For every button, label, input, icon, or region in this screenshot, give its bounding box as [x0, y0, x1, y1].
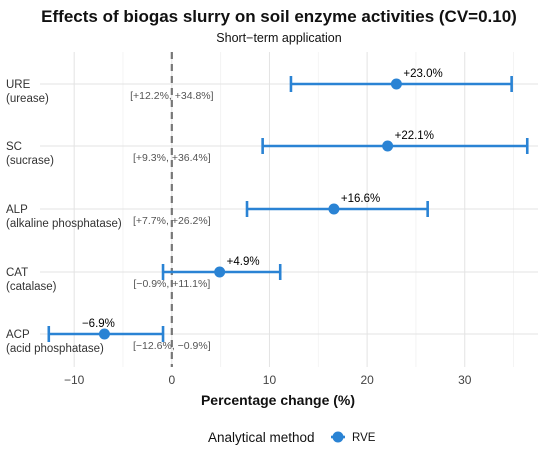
forest-rows: URE (urease) [+12.2%, +34.8%] +23.0% SC (sucr… [6, 68, 529, 355]
estimate-point [328, 203, 340, 215]
category-sublabel: (catalase) [6, 281, 57, 293]
x-tick-label: 20 [360, 373, 374, 387]
category-label: ALP [6, 204, 28, 216]
estimate-point [214, 266, 226, 278]
x-tick-label: 30 [458, 373, 472, 387]
ci-label: [+7.7%, +26.2%] [133, 215, 211, 227]
ci-label: [+9.3%, +36.4%] [133, 152, 211, 164]
ci-label: [+12.2%, +34.8%] [130, 90, 214, 102]
estimate-label: +23.0% [403, 68, 442, 80]
x-tick-label: 0 [168, 373, 175, 387]
forest-row: ALP (alkaline phosphatase) [+7.7%, +26.2%]… [6, 193, 429, 230]
estimate-label: +4.9% [227, 256, 260, 268]
legend-key-point [332, 431, 344, 443]
estimate-point [98, 328, 110, 340]
category-sublabel: (urease) [6, 93, 49, 105]
forest-row: ACP (acid phosphatase) [−12.6%, −0.9%] −6.9… [6, 318, 211, 355]
category-label: URE [6, 79, 31, 91]
forest-row: CAT (catalase) [−0.9%, +11.1%] +4.9% [6, 256, 282, 293]
chart-subtitle: Short−term application [216, 31, 341, 45]
ci-label: [−12.6%, −0.9%] [133, 340, 211, 352]
category-label: SC [6, 141, 22, 153]
category-sublabel: (sucrase) [6, 155, 54, 167]
forest-row: SC (sucrase) [+9.3%, +36.4%] +22.1% [6, 130, 529, 167]
estimate-label: −6.9% [82, 318, 115, 330]
category-sublabel: (acid phosphatase) [6, 343, 104, 355]
x-tick-label: 10 [263, 373, 277, 387]
x-tick-label: −10 [64, 373, 85, 387]
category-sublabel: (alkaline phosphatase) [6, 218, 122, 230]
x-axis-label: Percentage change (%) [201, 392, 355, 408]
estimate-label: +22.1% [395, 130, 434, 142]
category-label: CAT [6, 267, 28, 279]
estimate-point [390, 78, 402, 90]
ci-label: [−0.9%, +11.1%] [133, 278, 210, 290]
legend: Analytical method RVE [208, 430, 376, 445]
x-axis-ticks: −10 0 10 20 30 [64, 373, 472, 387]
chart-title: Effects of biogas slurry on soil enzyme … [41, 7, 517, 26]
legend-title: Analytical method [208, 430, 315, 445]
forest-row: URE (urease) [+12.2%, +34.8%] +23.0% [6, 68, 513, 105]
legend-item-label: RVE [352, 432, 376, 444]
category-label: ACP [6, 329, 30, 341]
estimate-label: +16.6% [341, 193, 380, 205]
estimate-point [382, 140, 394, 152]
